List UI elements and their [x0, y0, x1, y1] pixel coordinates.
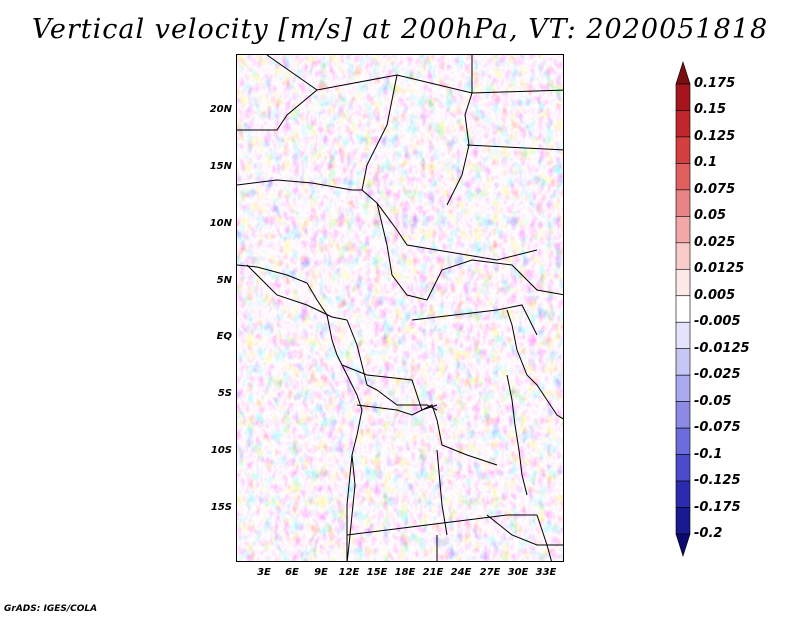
lat-label-20n: 20N: [209, 104, 232, 115]
cb-label-9: -0.005: [694, 314, 741, 330]
cb-label-16: -0.175: [694, 499, 741, 515]
cb-label-7: 0.0125: [694, 261, 745, 277]
lon-label-27e: 27E: [479, 567, 501, 578]
lon-label-18e: 18E: [394, 567, 416, 578]
lat-label-10n: 10N: [209, 218, 232, 229]
cb-label-17: -0.2: [694, 526, 723, 541]
colorbar-segment: [675, 507, 691, 535]
cb-label-11: -0.025: [694, 367, 741, 383]
cb-label-14: -0.1: [694, 446, 723, 462]
cb-label-3: 0.1: [694, 155, 718, 171]
colorbar-segment: [675, 374, 691, 402]
lat-label-eq: EQ: [216, 331, 232, 342]
cb-label-5: 0.05: [694, 208, 727, 224]
lon-label-9e: 9E: [314, 567, 328, 578]
lon-label-30e: 30E: [507, 567, 529, 578]
lon-label-15e: 15E: [366, 567, 388, 578]
chart-title: Vertical velocity [m/s] at 200hPa, VT: 2…: [31, 14, 769, 45]
colorbar-min-triangle: [675, 533, 691, 557]
vertical-velocity-field: [237, 55, 563, 561]
colorbar-segment: [675, 295, 691, 323]
colorbar-segment: [675, 242, 691, 270]
coastline: [237, 264, 563, 561]
country-boundaries: [237, 55, 563, 561]
cb-label-13: -0.075: [694, 420, 741, 436]
cb-label-12: -0.05: [694, 393, 732, 409]
colorbar-segment: [675, 216, 691, 244]
colorbar-max-triangle: [675, 61, 691, 85]
lat-label-15s: 15S: [210, 502, 232, 513]
lon-label-12e: 12E: [338, 567, 360, 578]
cb-label-10: -0.0125: [694, 340, 750, 356]
lon-label-6e: 6E: [285, 567, 299, 578]
colorbar-segment: [675, 348, 691, 376]
map-plot-area: [236, 54, 564, 562]
cb-label-1: 0.15: [694, 102, 727, 118]
colorbar-segment: [675, 321, 691, 350]
colorbar-segment: [675, 189, 691, 217]
lat-label-5n: 5N: [216, 275, 232, 286]
cb-label-8: 0.005: [694, 287, 736, 303]
lon-label-24e: 24E: [450, 567, 472, 578]
cb-label-0: 0.175: [694, 76, 736, 91]
cb-label-2: 0.125: [694, 128, 736, 144]
lat-label-5s: 5S: [217, 388, 232, 399]
colorbar-segment: [675, 163, 691, 191]
colorbar-segment: [675, 480, 691, 508]
lon-label-3e: 3E: [257, 567, 271, 578]
colorbar-segment: [675, 83, 691, 111]
lat-label-15n: 15N: [209, 161, 232, 172]
cb-label-6: 0.025: [694, 234, 736, 250]
lon-label-33e: 33E: [535, 567, 557, 578]
colorbar-segment: [675, 268, 691, 297]
cb-label-15: -0.125: [694, 473, 741, 489]
colorbar-segment: [675, 110, 691, 138]
grads-credit: GrADS: IGES/COLA: [4, 604, 98, 614]
cb-label-4: 0.075: [694, 181, 736, 197]
lon-label-21e: 21E: [422, 567, 444, 578]
colorbar-segment: [675, 454, 691, 482]
colorbar-segment: [675, 427, 691, 455]
colorbar-segment: [675, 401, 691, 429]
lat-label-10s: 10S: [210, 445, 232, 456]
colorbar-segment: [675, 136, 691, 164]
